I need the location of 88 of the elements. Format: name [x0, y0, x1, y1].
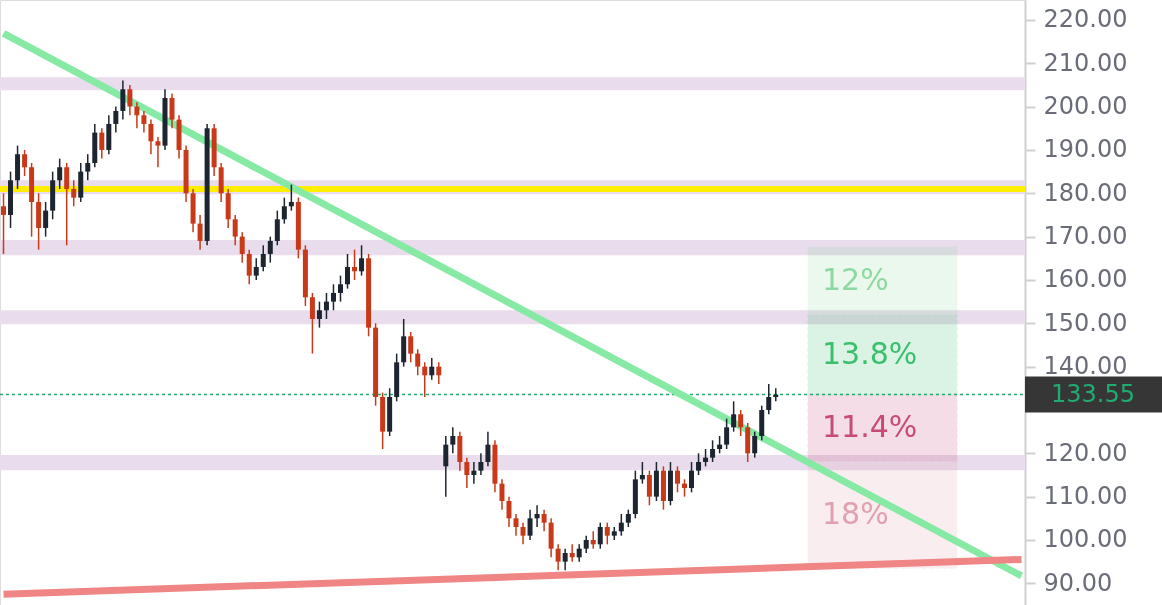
candlestick: [422, 361, 428, 398]
candlestick: [113, 105, 119, 134]
candlestick: [436, 361, 442, 385]
candlestick: [710, 439, 716, 463]
candlestick: [464, 456, 470, 489]
y-tick-label: 190.00: [1043, 135, 1128, 164]
candlestick: [316, 300, 322, 329]
candlestick: [274, 209, 280, 247]
candlestick: [513, 513, 519, 537]
candlestick: [267, 235, 273, 264]
candlestick: [239, 231, 245, 264]
candlestick: [443, 435, 449, 498]
candlestick: [604, 521, 610, 546]
candlestick: [689, 461, 695, 494]
candlestick: [499, 478, 505, 511]
candlestick: [141, 110, 147, 134]
y-tick-label: 210.00: [1043, 48, 1128, 77]
band-label: 18%: [822, 495, 889, 531]
candlestick: [471, 461, 477, 485]
y-tick-label: 120.00: [1043, 438, 1128, 467]
candlestick: [71, 179, 77, 208]
candlestick: [450, 426, 456, 455]
candlestick: [197, 214, 203, 251]
band-label: 12%: [822, 262, 889, 298]
candlestick: [562, 547, 568, 572]
candlestick: [738, 409, 744, 437]
candlestick: [155, 136, 161, 169]
y-tick-label: 220.00: [1043, 5, 1128, 34]
candlestick: [64, 162, 70, 247]
candlestick: [99, 127, 105, 160]
y-tick-label: 200.00: [1043, 92, 1128, 121]
candlestick: [260, 244, 266, 273]
candlestick: [506, 495, 512, 528]
ref-line-label: 133.55: [1051, 379, 1135, 408]
candlestick: [696, 452, 702, 476]
y-tick-label: 150.00: [1043, 308, 1128, 337]
candlestick: [281, 196, 287, 225]
candlestick: [569, 543, 575, 563]
candlestick: [555, 543, 561, 572]
candlestick: [330, 283, 336, 312]
band-label: 11.4%: [822, 408, 918, 444]
candlestick: [345, 253, 351, 290]
candlestick: [134, 101, 140, 130]
candlestick: [534, 504, 540, 528]
candlestick: [323, 292, 329, 320]
candlestick: [766, 383, 772, 416]
y-tick-label: 180.00: [1043, 178, 1128, 207]
candlestick: [85, 153, 91, 182]
candlestick: [478, 452, 484, 476]
candlestick: [253, 257, 259, 281]
y-tick-label: 170.00: [1043, 222, 1128, 251]
candlestick: [541, 508, 547, 533]
candlestick: [724, 417, 730, 450]
y-tick-label: 160.00: [1043, 265, 1128, 294]
y-tick-label: 90.00: [1043, 568, 1113, 597]
y-tick-label: 110.00: [1043, 482, 1128, 511]
y-tick-label: 140.00: [1043, 352, 1128, 381]
y-tick-label: 100.00: [1043, 525, 1128, 554]
candlestick: [520, 521, 526, 546]
candlestick: [408, 331, 414, 364]
band-label: 13.8%: [822, 335, 918, 371]
candlestick: [352, 248, 358, 281]
candlestick: [674, 465, 680, 494]
candlestick: [429, 357, 435, 381]
candlestick: [618, 513, 624, 537]
candlestick: [169, 92, 175, 130]
candlestick: [22, 149, 28, 177]
candlestick: [597, 521, 603, 550]
candlestick: [148, 118, 154, 156]
candlestick: [127, 84, 133, 117]
candlestick: [590, 530, 596, 550]
candlestick: [359, 244, 365, 277]
candlestick: [120, 79, 126, 121]
candlestick: [527, 508, 533, 541]
candlestick: [415, 348, 421, 377]
candlestick: [232, 214, 238, 247]
candlestick: [246, 248, 252, 286]
candlestick: [646, 469, 652, 507]
candlestick: [639, 461, 645, 485]
candlestick: [309, 292, 315, 355]
candlestick: [57, 157, 63, 190]
candlestick: [1, 192, 7, 255]
candlestick: [43, 201, 49, 238]
candlestick: [752, 430, 758, 459]
candlestick: [338, 274, 343, 303]
candlestick: [731, 400, 737, 433]
candlestick: [288, 183, 294, 212]
candlestick: [485, 430, 491, 468]
